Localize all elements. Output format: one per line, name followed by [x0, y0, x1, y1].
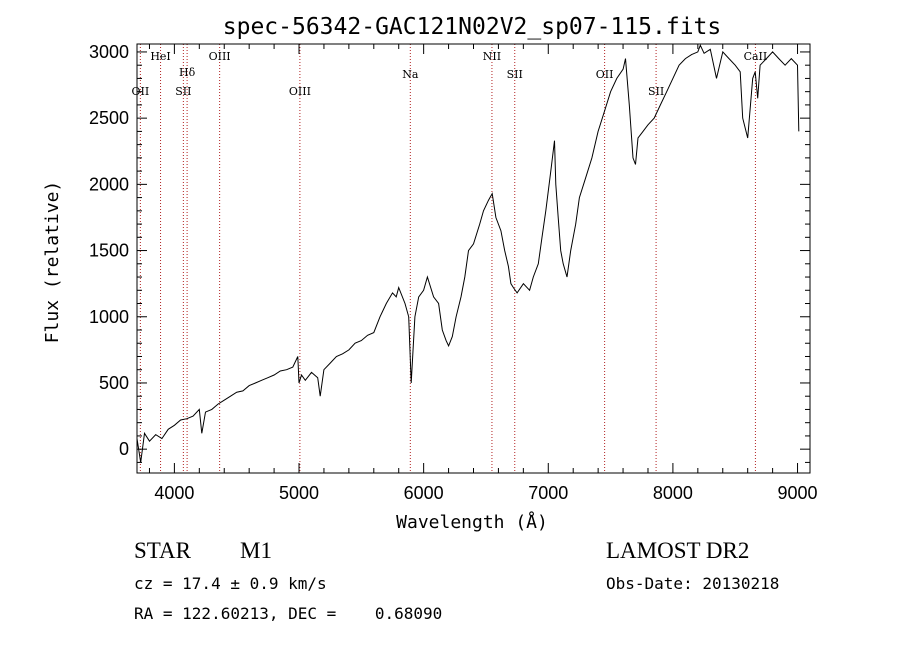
- y-tick-label: 2000: [89, 174, 129, 194]
- x-tick-label: 8000: [653, 483, 693, 503]
- y-tick-label: 1000: [89, 307, 129, 327]
- x-tick-label: 7000: [528, 483, 568, 503]
- y-tick-label: 0: [119, 439, 129, 459]
- survey-name: LAMOST DR2: [606, 538, 750, 563]
- y-tick-label: 2500: [89, 108, 129, 128]
- chart-title: spec-56342-GAC121N02V2_sp07-115.fits: [223, 14, 722, 40]
- object-class: STAR: [134, 538, 191, 563]
- y-axis-label: Flux (relative): [42, 181, 63, 344]
- x-tick-label: 6000: [404, 483, 444, 503]
- observation-date: Obs-Date: 20130218: [606, 574, 780, 593]
- line-label: CaII: [744, 50, 768, 63]
- line-label: OII: [596, 68, 614, 81]
- x-tick-label: 4000: [154, 483, 194, 503]
- object-subclass: M1: [240, 538, 272, 563]
- line-label: Hδ: [179, 66, 196, 79]
- line-label: HeI: [150, 50, 170, 63]
- line-label: OIII: [289, 85, 311, 98]
- redshift-cz: cz = 17.4 ± 0.9 km/s: [134, 574, 327, 593]
- x-tick-label: 5000: [279, 483, 319, 503]
- line-label: OIII: [209, 50, 231, 63]
- spectrum-line: [136, 44, 800, 463]
- plot-axes: 4000 5000 6000 7000 8000 9000 0 500 1000 1500 2000…: [89, 42, 818, 503]
- plot-frame: [136, 43, 811, 474]
- line-label: SII: [507, 68, 523, 81]
- y-tick-label: 3000: [89, 42, 129, 62]
- x-tick-label: 9000: [778, 483, 818, 503]
- emission-line-markers: [139, 44, 756, 473]
- ra-dec: RA = 122.60213, DEC = 0.68090: [134, 604, 443, 623]
- line-label: Na: [402, 68, 419, 81]
- line-label: SII: [648, 85, 664, 98]
- y-tick-label: 500: [99, 373, 129, 393]
- line-label: SII: [175, 85, 191, 98]
- y-tick-label: 1500: [89, 241, 129, 261]
- x-axis-label: Wavelength (Å): [396, 511, 548, 533]
- line-label: NII: [483, 50, 501, 63]
